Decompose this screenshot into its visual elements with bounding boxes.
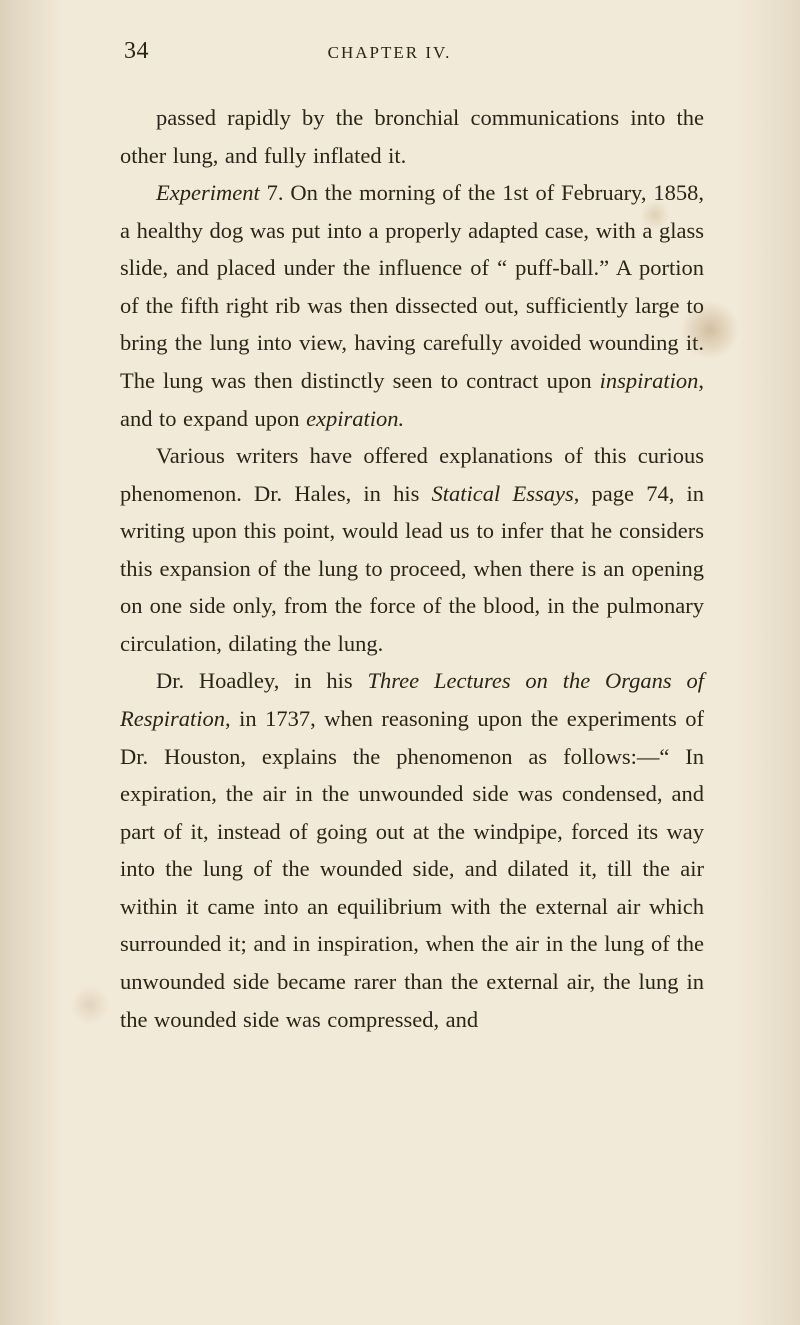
text-run: , page 74, in writing upon this point, w… xyxy=(120,481,704,656)
chapter-heading: CHAPTER IV. xyxy=(328,43,492,63)
running-head: 34 CHAPTER IV. xyxy=(120,38,704,65)
paragraph: Experiment 7. On the morning of the 1st … xyxy=(120,174,704,437)
italic-run: Statical Essays xyxy=(432,481,574,506)
text-run: , in 1737, when reasoning upon the exper… xyxy=(120,706,704,1032)
italic-run: inspira­tion xyxy=(600,368,699,393)
text-run: 7. On the morning of the 1st of February… xyxy=(120,180,704,393)
paragraph: Various writers have offered explanation… xyxy=(120,437,704,662)
text-run: passed rapidly by the bronchial communic… xyxy=(120,105,704,168)
book-page: 34 CHAPTER IV. passed rapidly by the bro… xyxy=(0,0,800,1325)
paragraph: Dr. Hoadley, in his Three Lectures on th… xyxy=(120,662,704,1038)
text-run: Dr. Hoadley, in his xyxy=(156,668,368,693)
italic-run: Experiment xyxy=(156,180,260,205)
italic-run: expiration. xyxy=(306,406,404,431)
paragraph: passed rapidly by the bronchial communic… xyxy=(120,99,704,174)
body-text: passed rapidly by the bronchial communic… xyxy=(120,99,704,1038)
page-number: 34 xyxy=(124,38,149,65)
page-stain xyxy=(70,985,110,1025)
